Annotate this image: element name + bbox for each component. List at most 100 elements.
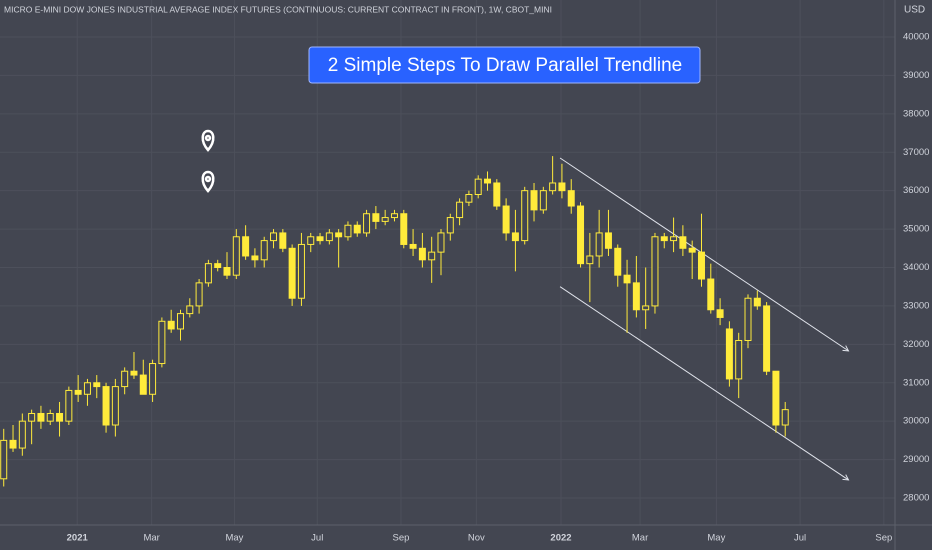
candle-body (474, 178, 482, 196)
candle-body (102, 386, 110, 426)
candle-body (195, 282, 203, 307)
candle-body (83, 382, 91, 395)
annotation-box (308, 46, 701, 84)
candle-body (335, 232, 343, 238)
candle-body (139, 374, 147, 395)
candle-body (121, 370, 129, 388)
x-tick-label: Jul (794, 533, 806, 544)
candle-body (56, 412, 64, 422)
y-tick-label: 28000 (903, 493, 929, 504)
y-tick-label: 36000 (903, 185, 929, 196)
candle-body (679, 236, 687, 249)
candle-body (18, 420, 26, 449)
trendline-arrow (842, 474, 850, 481)
candle-body (651, 236, 659, 307)
candle-body (567, 190, 575, 207)
y-tick-label: 39000 (903, 70, 929, 81)
candle-body (558, 182, 566, 192)
candle-body (93, 382, 101, 388)
y-tick-label: 40000 (903, 32, 929, 43)
chart-title: MICRO E-MINI DOW JONES INDUSTRIAL AVERAG… (4, 4, 552, 14)
candle-body (65, 389, 73, 422)
candle-body (763, 305, 771, 372)
y-tick-label: 35000 (903, 224, 929, 235)
candle-body (46, 412, 54, 422)
candle-body (670, 236, 678, 242)
candle-body (223, 267, 231, 276)
x-tick-label: Jul (311, 533, 323, 544)
candle-body (502, 205, 510, 234)
candle-body (623, 274, 631, 284)
currency-label: USD (904, 5, 925, 16)
y-tick-label: 31000 (903, 377, 929, 388)
candle-body (446, 217, 454, 234)
candle-body (549, 182, 557, 192)
candle-body (521, 190, 529, 242)
candle-body (437, 232, 445, 253)
x-tick-label: 2022 (550, 533, 571, 544)
candle-body (632, 282, 640, 311)
candle-body (781, 409, 789, 426)
candle-body (493, 182, 501, 207)
candle-body (353, 224, 361, 234)
candle-body (409, 243, 417, 249)
x-tick-label: Sep (393, 533, 410, 544)
candle-body (604, 232, 612, 249)
candle-body (735, 339, 743, 380)
candle-body (465, 194, 473, 203)
candle-body (725, 328, 733, 380)
candle-body (614, 247, 622, 276)
candle-body (297, 243, 305, 299)
candle-body (279, 232, 287, 249)
candles (0, 156, 789, 487)
candle-body (158, 320, 166, 365)
candle-body (130, 370, 138, 376)
x-tick-label: May (225, 533, 243, 544)
candle-body (288, 247, 296, 299)
candle-body (418, 247, 426, 261)
candle-body (390, 213, 398, 219)
candle-body (697, 251, 705, 280)
candle-body (688, 247, 696, 253)
candle-body (586, 255, 594, 265)
candle-body (176, 313, 184, 330)
candle-body (642, 305, 650, 311)
candle-body (9, 439, 17, 449)
candle-body (28, 412, 36, 422)
candle-body (37, 412, 45, 422)
candle-body (595, 232, 603, 257)
candle-body (344, 224, 352, 238)
candle-body (707, 278, 715, 311)
pin-icon (201, 129, 215, 152)
candle-body (167, 320, 175, 330)
x-tick-label: 2021 (67, 533, 89, 544)
candle-body (539, 190, 547, 211)
candle-body (316, 236, 324, 242)
candle-body (270, 232, 278, 242)
trendline (559, 286, 849, 481)
candle-body (186, 305, 194, 315)
candle-body (400, 213, 408, 245)
candle-body (381, 217, 389, 222)
x-tick-label: Sep (875, 533, 892, 544)
candle-body (744, 297, 752, 341)
x-tick-label: Mar (143, 533, 159, 544)
y-tick-label: 30000 (903, 416, 929, 427)
x-tick-label: Nov (468, 533, 485, 544)
candle-body (232, 236, 240, 276)
y-tick-label: 33000 (903, 300, 929, 311)
candle-body (577, 205, 585, 265)
candle-body (511, 232, 519, 242)
candle-body (716, 309, 724, 318)
candle-body (149, 363, 157, 395)
y-tick-label: 37000 (903, 147, 929, 158)
candle-body (660, 236, 668, 242)
candle-body (772, 370, 780, 426)
annotation-text: 2 Simple Steps To Draw Parallel Trendlin… (328, 55, 683, 76)
candle-body (428, 251, 436, 261)
y-tick-label: 38000 (903, 108, 929, 119)
y-tick-label: 32000 (903, 339, 929, 350)
